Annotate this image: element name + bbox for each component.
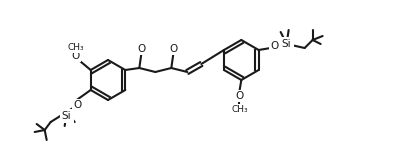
Text: O: O [74, 100, 82, 110]
Text: CH₃: CH₃ [67, 43, 84, 52]
Text: O: O [169, 44, 177, 54]
Text: Si: Si [282, 39, 292, 49]
Text: O: O [72, 51, 80, 61]
Text: O: O [235, 91, 243, 101]
Text: O: O [271, 41, 279, 51]
Text: CH₃: CH₃ [231, 106, 247, 115]
Text: O: O [137, 44, 145, 54]
Text: Si: Si [62, 111, 72, 121]
